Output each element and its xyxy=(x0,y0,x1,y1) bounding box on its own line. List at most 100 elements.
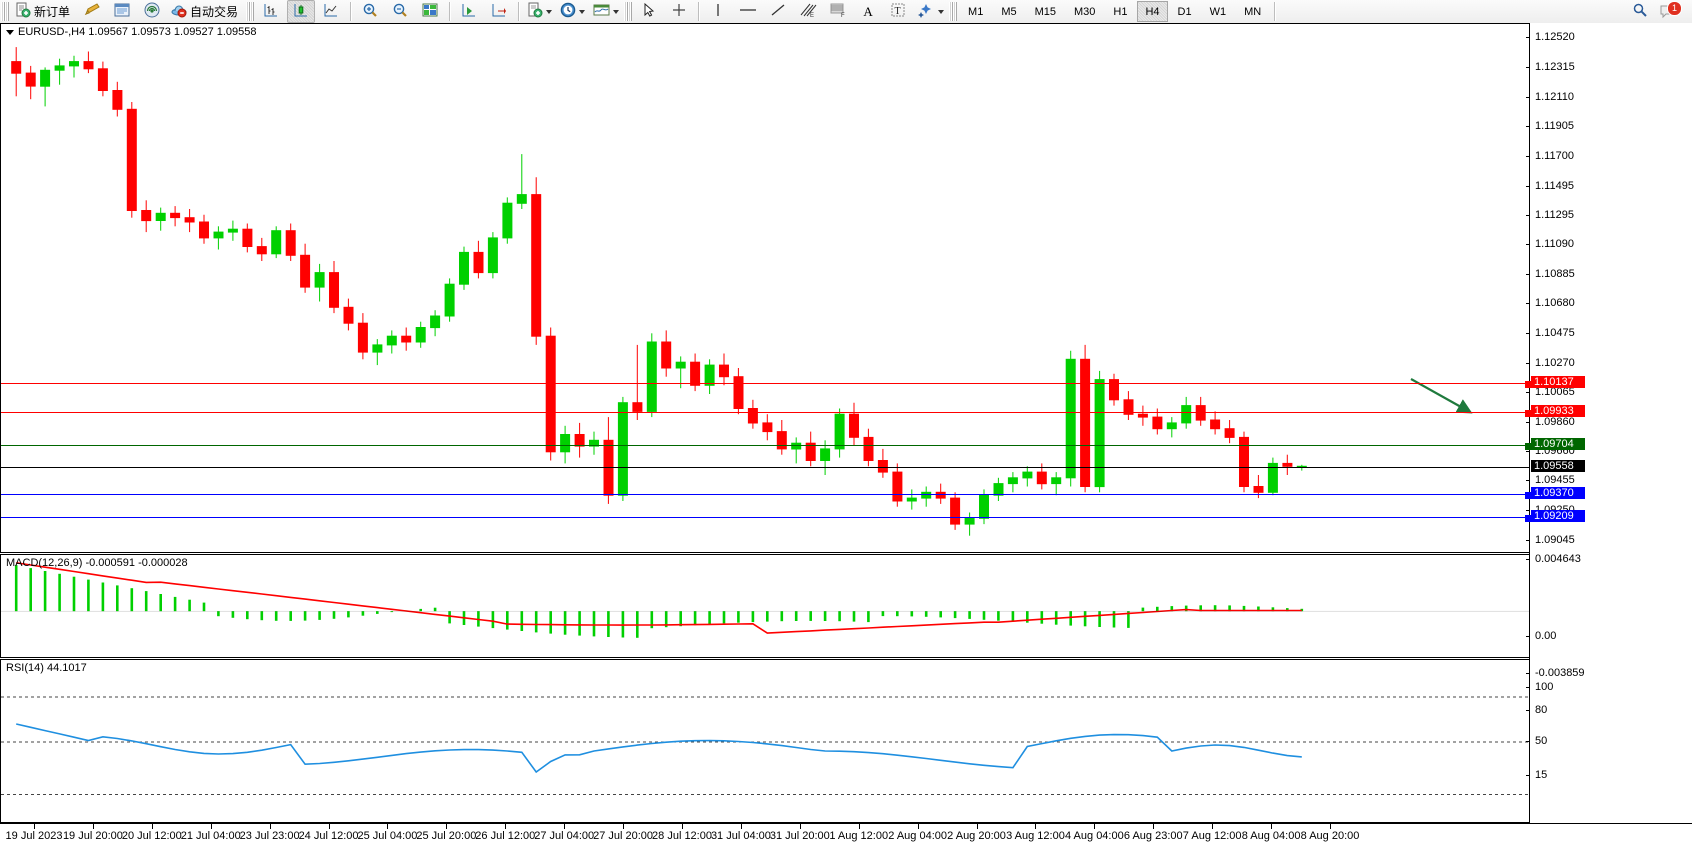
candle-chart-button[interactable] xyxy=(287,0,316,23)
price-tick-label: 1.10270 xyxy=(1535,356,1575,369)
shapes-chevron-down-icon[interactable] xyxy=(938,9,945,14)
equidistant-channel-button[interactable]: E xyxy=(794,0,822,23)
price-tag-resistance[interactable]: 1.10137 xyxy=(1531,375,1585,388)
time-tick-mark xyxy=(917,824,919,829)
level-line-resistance[interactable] xyxy=(1,410,1532,418)
periods-chevron-down-icon[interactable] xyxy=(579,9,586,14)
toolbar-grip-2[interactable] xyxy=(246,2,255,21)
text-label-button[interactable]: T xyxy=(884,0,912,23)
chart-dropdown-icon[interactable] xyxy=(6,29,14,35)
rsi-series xyxy=(1,696,1529,795)
data-window-button[interactable] xyxy=(416,0,444,23)
time-axis[interactable]: 19 Jul 2023 19 Jul 20:00 20 Jul 12:00 21 Ju… xyxy=(0,823,1692,851)
chart-area[interactable]: EURUSD-,H4 1.09567 1.09573 1.09527 1.095… xyxy=(0,23,1692,851)
search-button[interactable] xyxy=(1626,0,1654,23)
timeframe-h1-button[interactable]: H1 xyxy=(1113,5,1128,18)
time-tick-mark xyxy=(505,824,507,829)
cursor-button[interactable] xyxy=(635,0,663,23)
indicators-chevron-down-icon[interactable] xyxy=(546,9,553,14)
toolbar-grip-3[interactable] xyxy=(624,2,633,21)
price-tick-label: 1.11295 xyxy=(1535,208,1574,221)
pencil-button[interactable] xyxy=(78,0,106,23)
time-tick-mark xyxy=(328,824,330,829)
time-axis-label: 31 Jul 04:00 xyxy=(710,830,771,842)
price-pane[interactable]: EURUSD-,H4 1.09567 1.09573 1.09527 1.095… xyxy=(0,23,1532,553)
main-toolbar: 新订单 自动交易 xyxy=(0,0,1692,24)
time-axis-label: 26 Jul 12:00 xyxy=(475,830,536,842)
candlestick-series xyxy=(11,47,1307,536)
terminal-icon xyxy=(114,2,130,21)
price-tag-current-price[interactable]: 1.09558 xyxy=(1531,459,1585,472)
macd-pane[interactable]: MACD(12,26,9) -0.000591 -0.000028 xyxy=(0,554,1529,658)
price-axis[interactable]: 1.12520 1.12315 1.12110 1.11905 1.11700 1.114… xyxy=(1526,23,1692,823)
chart-shift-button[interactable] xyxy=(485,0,513,23)
chart-symbol-title[interactable]: EURUSD-,H4 1.09567 1.09573 1.09527 1.095… xyxy=(6,26,257,38)
vertical-line-icon xyxy=(711,2,725,21)
price-tag-support[interactable]: 1.09370 xyxy=(1531,486,1585,499)
vertical-line-button[interactable] xyxy=(704,0,732,23)
timeframe-mn-button[interactable]: MN xyxy=(1244,5,1262,18)
autotrading-button[interactable]: 自动交易 xyxy=(168,0,244,23)
price-tick-label: 1.12520 xyxy=(1535,31,1575,44)
time-axis-label: 2 Aug 20:00 xyxy=(947,830,1006,842)
autoscroll-button[interactable] xyxy=(455,0,483,23)
macd-tick-label: 0.00 xyxy=(1535,630,1557,642)
level-line-resistance[interactable] xyxy=(1,380,1532,388)
time-tick-mark xyxy=(976,824,978,829)
rsi-tick-label: 100 xyxy=(1535,681,1554,693)
timeframe-m1-button[interactable]: M1 xyxy=(968,5,984,18)
time-axis-label: 21 Jul 04:00 xyxy=(180,830,241,842)
price-tick-label: 1.10475 xyxy=(1535,327,1575,340)
line-chart-icon xyxy=(323,2,339,21)
price-tick-label: 1.10680 xyxy=(1535,297,1575,310)
time-tick-mark xyxy=(446,824,448,829)
text-icon: A xyxy=(863,3,873,19)
level-line-support[interactable] xyxy=(1,491,1532,499)
rsi-pane[interactable]: RSI(14) 44.1017 xyxy=(0,659,1529,823)
templates-chevron-down-icon[interactable] xyxy=(613,9,620,14)
price-tick-label: 1.09860 xyxy=(1535,415,1575,428)
cursor-icon xyxy=(641,2,657,21)
periods-button[interactable] xyxy=(557,0,588,23)
shapes-button[interactable] xyxy=(914,0,947,23)
new-order-button[interactable]: 新订单 xyxy=(12,0,76,23)
level-line-entry[interactable] xyxy=(1,443,1532,451)
time-axis-label: 27 Jul 04:00 xyxy=(534,830,595,842)
indicators-button[interactable] xyxy=(524,0,555,23)
time-axis-label: 7 Aug 12:00 xyxy=(1182,830,1242,842)
fibonacci-button[interactable]: F xyxy=(824,0,852,23)
terminal-button[interactable] xyxy=(108,0,136,23)
text-button[interactable]: A xyxy=(854,0,882,23)
crosshair-button[interactable] xyxy=(665,0,693,23)
timeframe-d1-button[interactable]: D1 xyxy=(1177,5,1192,18)
price-tag-entry[interactable]: 1.09704 xyxy=(1531,438,1585,451)
zoom-out-button[interactable] xyxy=(386,0,414,23)
zoom-in-icon xyxy=(362,2,378,21)
toolbar-grip-1[interactable] xyxy=(1,2,9,21)
timeframe-h4-button[interactable]: H4 xyxy=(1137,1,1168,22)
templates-button[interactable] xyxy=(590,0,622,23)
time-tick-mark xyxy=(1212,824,1214,829)
trendline-button[interactable] xyxy=(764,0,792,23)
time-tick-mark xyxy=(564,824,566,829)
timeframe-w1-button[interactable]: W1 xyxy=(1209,5,1227,18)
time-tick-mark xyxy=(682,824,683,829)
signals-button[interactable] xyxy=(138,0,166,23)
timeframe-m30-button[interactable]: M30 xyxy=(1074,5,1096,18)
price-tag-support[interactable]: 1.09209 xyxy=(1531,510,1585,522)
line-chart-button[interactable] xyxy=(317,0,345,23)
time-tick-mark xyxy=(387,824,389,829)
time-axis-label: 4 Aug 04:00 xyxy=(1064,830,1124,842)
level-line-support[interactable] xyxy=(1,515,1532,522)
time-tick-mark xyxy=(1094,824,1096,829)
notification-button[interactable]: 1 xyxy=(1656,0,1684,23)
autotrading-icon xyxy=(171,2,187,21)
zoom-in-button[interactable] xyxy=(356,0,384,23)
timeframe-m15-button[interactable]: M15 xyxy=(1034,5,1056,18)
price-tag-resistance[interactable]: 1.09933 xyxy=(1531,405,1585,418)
bar-chart-button[interactable] xyxy=(257,0,285,23)
toolbar-grip-4[interactable] xyxy=(949,2,958,21)
time-axis-label: 2 Aug 04:00 xyxy=(888,830,947,842)
horizontal-line-button[interactable] xyxy=(734,0,762,23)
timeframe-m5-button[interactable]: M5 xyxy=(1001,5,1017,18)
